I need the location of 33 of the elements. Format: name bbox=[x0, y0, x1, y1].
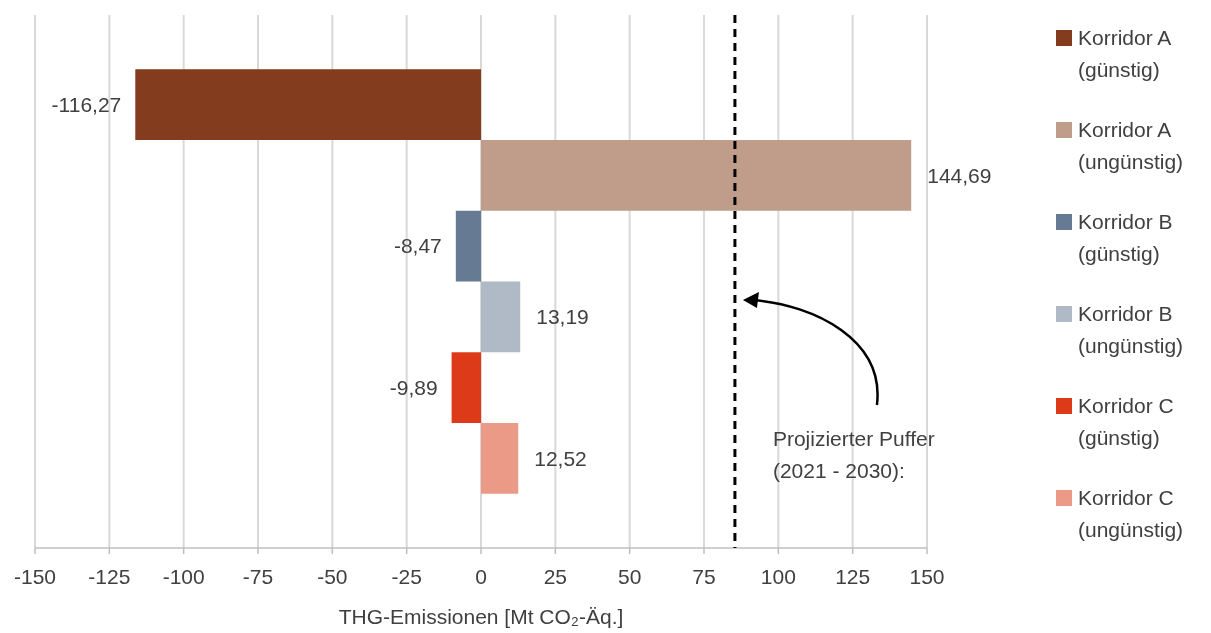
x-tick-label: 150 bbox=[909, 565, 945, 588]
x-tick-label: 125 bbox=[835, 565, 871, 588]
x-tick-label: 0 bbox=[475, 565, 487, 588]
bar bbox=[451, 352, 481, 423]
data-label: 12,52 bbox=[534, 446, 587, 470]
x-tick-label: 25 bbox=[543, 565, 568, 588]
x-axis-title: THG-Emissionen [Mt CO₂-Äq.] bbox=[338, 605, 624, 628]
data-label: -9,89 bbox=[389, 375, 438, 399]
x-tick-label: 100 bbox=[760, 565, 796, 588]
legend-label: Korridor C (günstig) bbox=[1078, 394, 1174, 449]
bar bbox=[455, 210, 481, 282]
legend-label: Korridor C (ungünstig) bbox=[1078, 486, 1184, 541]
legend-label: Korridor A (ungünstig) bbox=[1078, 118, 1184, 173]
legend-label: Korridor B (günstig) bbox=[1078, 210, 1173, 265]
bar bbox=[135, 69, 481, 140]
x-tick-label: 50 bbox=[617, 565, 642, 588]
ref-line-label: Projizierter Puffer (2021 - 2030): bbox=[772, 427, 935, 482]
legend-label: Korridor B (ungünstig) bbox=[1078, 302, 1184, 357]
x-tick-label: -100 bbox=[162, 565, 205, 588]
x-tick-label: -75 bbox=[242, 565, 274, 588]
x-tick-label: -50 bbox=[317, 565, 348, 588]
data-label: -8,47 bbox=[393, 234, 442, 258]
data-label: 13,19 bbox=[536, 305, 589, 329]
bar bbox=[481, 140, 912, 211]
x-tick-label: 75 bbox=[692, 565, 716, 588]
x-tick-label: -125 bbox=[88, 565, 131, 588]
bar bbox=[481, 281, 521, 353]
bar bbox=[481, 423, 519, 494]
x-tick-label: -150 bbox=[13, 565, 57, 588]
legend-label: Korridor A (günstig) bbox=[1078, 26, 1172, 81]
data-label: 144,69 bbox=[927, 163, 992, 187]
data-label: -116,27 bbox=[51, 92, 122, 116]
x-tick-label: -25 bbox=[391, 565, 422, 588]
